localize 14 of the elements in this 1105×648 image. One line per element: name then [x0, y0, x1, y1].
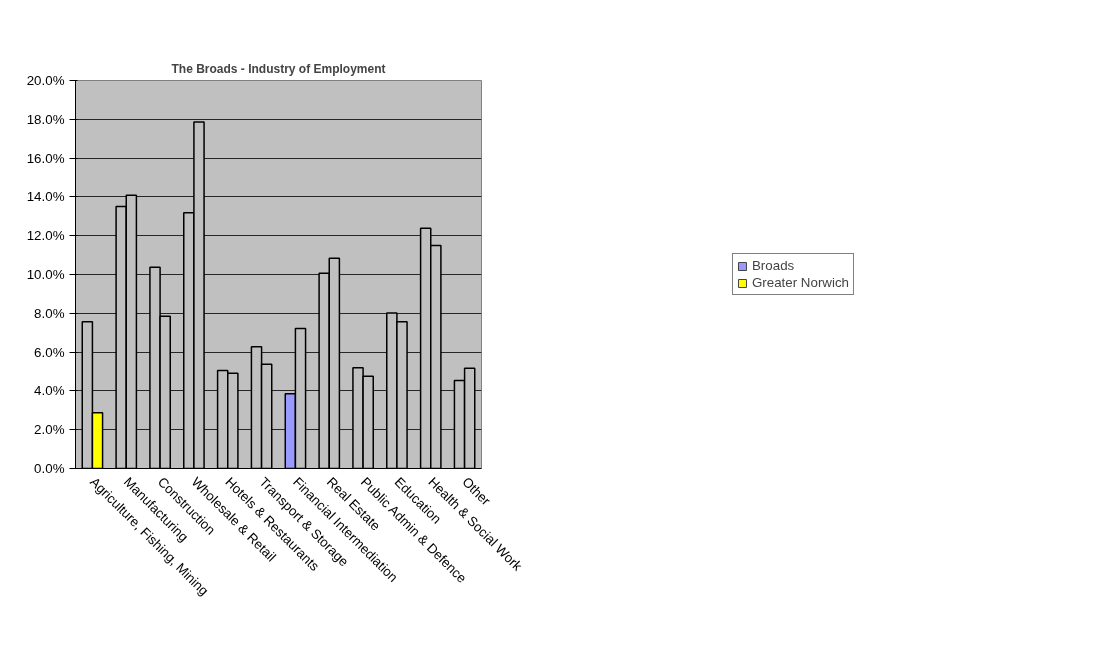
y-tick-label: 2.0%: [34, 422, 65, 438]
y-tick-label: 10.0%: [26, 267, 65, 282]
y-tick-label: 8.0%: [34, 305, 65, 321]
y-tick-label: 20.0%: [26, 73, 65, 88]
y-tick-label: 14.0%: [26, 189, 65, 205]
y-tick-label: 12.0%: [26, 228, 65, 244]
chart-title: The Broads - Industry of Employment: [171, 61, 386, 76]
y-tick-label: 18.0%: [26, 111, 65, 127]
y-tick-label: 6.0%: [34, 344, 65, 360]
y-tick-label: 4.0%: [34, 383, 65, 399]
legend-label: Broads: [751, 258, 795, 273]
y-tick-label: 0.0%: [34, 461, 65, 476]
legend-label: Greater Norwich: [751, 275, 850, 290]
y-tick-label: 16.0%: [26, 150, 65, 166]
